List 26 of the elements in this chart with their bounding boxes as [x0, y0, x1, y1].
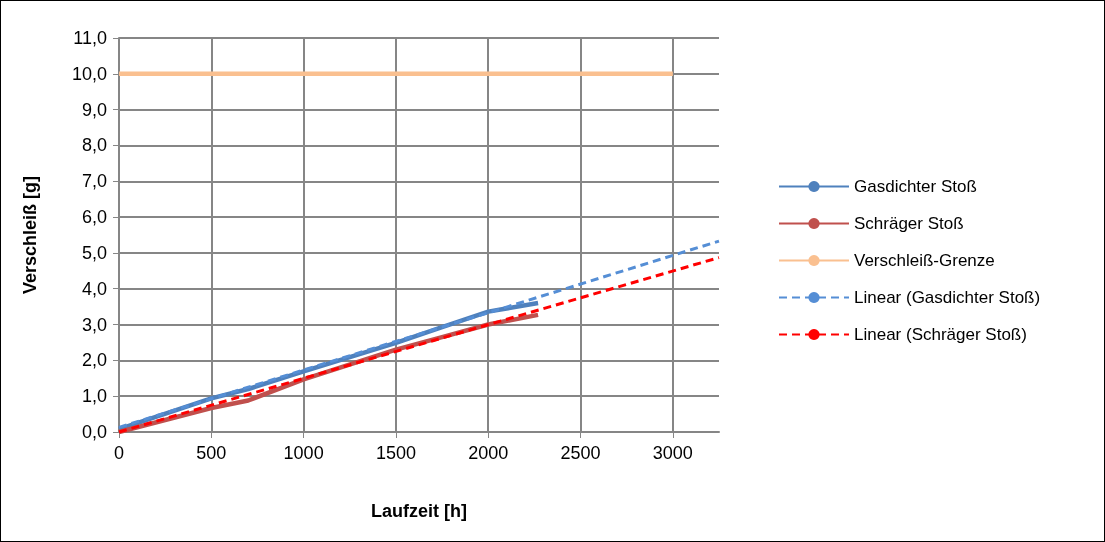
y-tick-label: 11,0 [73, 28, 107, 48]
x-tick-label: 3000 [652, 443, 693, 463]
x-tick-label: 500 [196, 443, 227, 463]
y-tick-label: 1,0 [81, 386, 107, 407]
y-tick-label: 8,0 [81, 135, 107, 156]
legend-label: Schräger Stoß [854, 214, 964, 233]
legend-label: Linear (Schräger Stoß) [854, 325, 1027, 344]
x-tick-label: 2500 [560, 443, 601, 463]
x-tick-label: 2000 [468, 443, 509, 463]
x-tick-label: 0 [113, 443, 125, 463]
y-axis-title: Verschleiß [g] [20, 175, 40, 295]
y-tick-label: 3,0 [81, 314, 107, 335]
x-axis-title: Laufzeit [h] [371, 501, 467, 521]
legend-label: Gasdichter Stoß [854, 177, 977, 196]
legend-label: Verschleiß-Grenze [854, 251, 995, 270]
y-tick-label: 0,0 [81, 422, 107, 442]
y-tick-label: 5,0 [81, 242, 107, 263]
y-tick-label: 4,0 [81, 278, 107, 299]
y-tick-label: 9,0 [81, 99, 107, 120]
y-tick-label: 6,0 [81, 207, 107, 228]
y-tick-label: 7,0 [81, 171, 107, 192]
y-tick-label: 10,0 [71, 63, 107, 84]
x-tick-label: 1000 [283, 443, 324, 463]
y-tick-label: 2,0 [81, 350, 107, 371]
x-tick-label: 1500 [375, 443, 416, 463]
legend-label: Linear (Gasdichter Stoß) [854, 288, 1041, 307]
